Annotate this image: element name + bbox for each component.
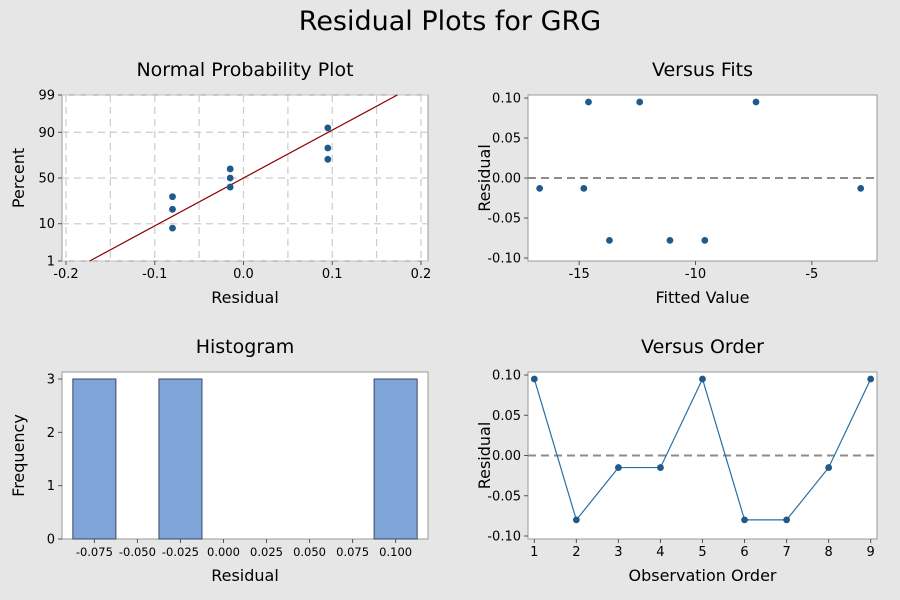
normal-probability-ytick-label: 99 bbox=[38, 89, 55, 104]
versus-order-xtick-label: 1 bbox=[530, 545, 538, 560]
histogram-plot-area bbox=[61, 371, 429, 540]
versus-fits-point bbox=[585, 98, 592, 106]
versus-fits-ytick-label: -0.10 bbox=[487, 252, 521, 267]
versus-order-xtick-label: 7 bbox=[782, 545, 790, 560]
normal-probability-point bbox=[226, 165, 234, 173]
versus-order-xtick-label: 9 bbox=[867, 545, 875, 560]
normal-probability-fit-line bbox=[89, 94, 398, 262]
versus-order-xtick-label: 2 bbox=[572, 545, 580, 560]
normal-probability-ytick-label: 50 bbox=[38, 172, 55, 187]
normal-probability-xtick-label: 0.0 bbox=[233, 267, 254, 282]
normal-probability-xtick-label: 0.2 bbox=[411, 267, 432, 282]
versus-order-ytick-label: -0.10 bbox=[487, 530, 521, 545]
versus-fits-point bbox=[857, 185, 865, 192]
normal-probability-ylabel: Percent bbox=[9, 148, 28, 208]
normal-probability-point bbox=[169, 205, 176, 213]
histogram-ytick-label: 0 bbox=[47, 533, 55, 548]
histogram-xlabel: Residual bbox=[211, 566, 279, 585]
versus-order-point bbox=[783, 516, 790, 524]
histogram-ylabel: Frequency bbox=[9, 414, 28, 497]
versus-order-xtick-label: 3 bbox=[614, 545, 622, 560]
normal-probability-point bbox=[226, 183, 234, 191]
versus-fits-ytick-label: 0.00 bbox=[492, 172, 521, 187]
versus-order-xlabel: Observation Order bbox=[629, 566, 777, 585]
histogram-xtick-label: -0.050 bbox=[119, 545, 156, 559]
versus-fits-point bbox=[606, 237, 613, 244]
normal-probability-point bbox=[324, 144, 332, 152]
versus-order-point bbox=[657, 464, 664, 471]
histogram-xtick-label: 0.050 bbox=[293, 545, 326, 559]
versus-order-ytick-label: -0.05 bbox=[487, 489, 521, 504]
versus-fits-xtick-label: -10 bbox=[685, 267, 706, 282]
normal-probability-xtick-label: -0.1 bbox=[142, 267, 167, 282]
histogram-ytick-label: 2 bbox=[47, 426, 55, 441]
versus-fits-ytick-label: -0.05 bbox=[487, 212, 521, 227]
versus-fits-point bbox=[580, 185, 588, 192]
versus-fits-xtick-label: -15 bbox=[569, 267, 590, 282]
versus-fits-point bbox=[701, 237, 709, 244]
versus-fits-ytick-label: 0.05 bbox=[492, 132, 521, 147]
histogram-xtick-label: 0.025 bbox=[250, 545, 283, 559]
normal-probability-xtick-label: -0.2 bbox=[53, 267, 78, 282]
versus-order-ytick-label: 0.10 bbox=[492, 369, 521, 384]
histogram-xtick-label: -0.075 bbox=[76, 545, 113, 559]
histogram-xtick-label: 0.000 bbox=[207, 545, 240, 559]
versus-order-point bbox=[825, 464, 833, 471]
versus-fits-title: Versus Fits bbox=[652, 59, 753, 81]
histogram-bar bbox=[72, 378, 117, 540]
histogram-xtick-label: 0.100 bbox=[379, 545, 412, 559]
versus-order-xtick-label: 5 bbox=[698, 545, 706, 560]
versus-fits-ytick-label: 0.10 bbox=[492, 92, 521, 107]
versus-order-xtick-label: 6 bbox=[740, 545, 748, 560]
histogram-bar bbox=[373, 378, 418, 540]
normal-probability-ytick-label: 90 bbox=[38, 126, 55, 141]
normal-probability-xlabel: Residual bbox=[211, 288, 279, 307]
normal-probability-point bbox=[169, 193, 176, 201]
versus-fits-xtick-label: -5 bbox=[805, 267, 818, 282]
normal-probability-xtick-label: 0.1 bbox=[322, 267, 343, 282]
versus-order-ylabel: Residual bbox=[475, 422, 494, 490]
versus-order-title: Versus Order bbox=[641, 336, 764, 358]
versus-order-point bbox=[615, 464, 622, 471]
figure-title: Residual Plots for GRG bbox=[298, 6, 602, 37]
versus-fits-point bbox=[666, 237, 674, 244]
versus-order-xtick-label: 4 bbox=[656, 545, 664, 560]
versus-order-ytick-label: 0.05 bbox=[492, 409, 521, 424]
normal-probability-ytick-label: 10 bbox=[38, 217, 55, 232]
normal-probability-point bbox=[324, 124, 332, 132]
versus-order-xtick-label: 8 bbox=[825, 545, 833, 560]
normal-probability-point bbox=[169, 224, 176, 232]
versus-order-point bbox=[867, 375, 875, 383]
versus-order-point bbox=[572, 516, 580, 524]
normal-probability-point bbox=[324, 155, 332, 163]
versus-fits-point bbox=[536, 185, 544, 192]
versus-order-point bbox=[699, 375, 706, 383]
histogram-xtick-label: 0.075 bbox=[336, 545, 369, 559]
normal-probability-title: Normal Probability Plot bbox=[136, 59, 353, 81]
versus-order-ytick-label: 0.00 bbox=[492, 449, 521, 464]
versus-fits-point bbox=[636, 98, 644, 106]
normal-probability-ytick-label: 1 bbox=[47, 255, 55, 270]
versus-order-point bbox=[530, 375, 538, 383]
histogram-bar bbox=[158, 378, 203, 540]
histogram-ytick-label: 1 bbox=[47, 479, 55, 494]
versus-order-point bbox=[741, 516, 748, 524]
histogram-xtick-label: -0.025 bbox=[162, 545, 199, 559]
versus-fits-point bbox=[752, 98, 760, 106]
histogram-title: Histogram bbox=[196, 336, 295, 358]
histogram-ytick-label: 3 bbox=[47, 373, 55, 388]
versus-fits-ylabel: Residual bbox=[475, 144, 494, 212]
versus-fits-xlabel: Fitted Value bbox=[655, 288, 749, 307]
normal-probability-point bbox=[226, 174, 234, 182]
